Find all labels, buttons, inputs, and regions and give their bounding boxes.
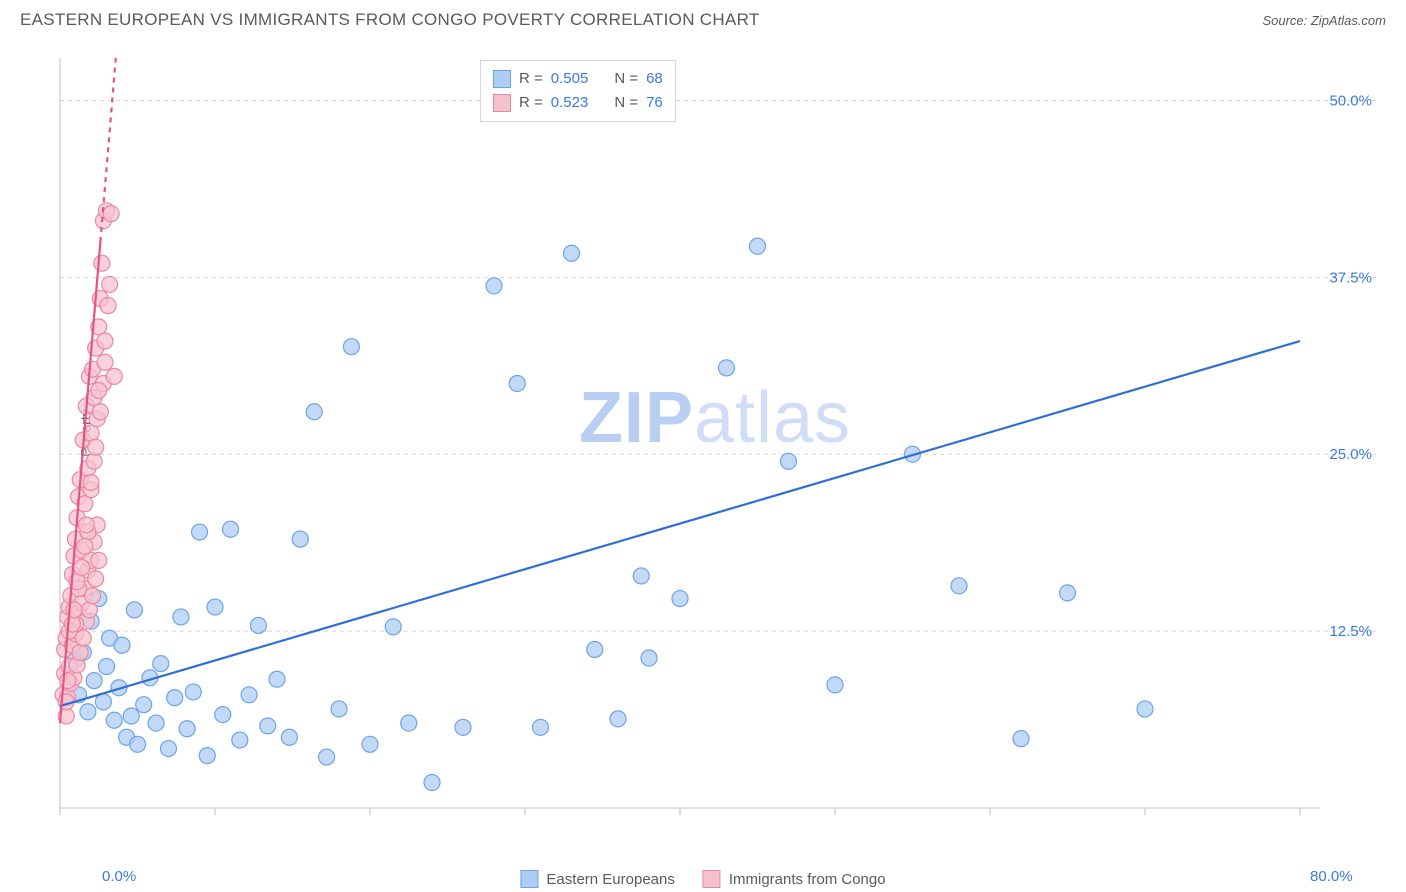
- legend-label: Eastern Europeans: [546, 871, 674, 888]
- n-label: N =: [614, 67, 638, 91]
- legend-item: Immigrants from Congo: [703, 870, 886, 888]
- legend-item: Eastern Europeans: [520, 870, 674, 888]
- n-value: 76: [646, 91, 663, 115]
- stats-row: R = 0.523 N = 76: [493, 91, 663, 115]
- n-value: 68: [646, 67, 663, 91]
- svg-text:25.0%: 25.0%: [1329, 446, 1372, 463]
- chart-header: EASTERN EUROPEAN VS IMMIGRANTS FROM CONG…: [0, 0, 1406, 38]
- chart-title: EASTERN EUROPEAN VS IMMIGRANTS FROM CONG…: [20, 10, 760, 30]
- stats-row: R = 0.505 N = 68: [493, 67, 663, 91]
- r-value: 0.523: [551, 91, 589, 115]
- scatter-plot: 12.5% 25.0% 37.5% 50.0%: [50, 48, 1380, 818]
- source-prefix: Source:: [1262, 13, 1310, 28]
- r-label: R =: [519, 67, 543, 91]
- series-swatch: [520, 870, 538, 888]
- r-value: 0.505: [551, 67, 589, 91]
- r-label: R =: [519, 91, 543, 115]
- svg-text:50.0%: 50.0%: [1329, 92, 1372, 109]
- svg-text:12.5%: 12.5%: [1329, 623, 1372, 640]
- n-label: N =: [614, 91, 638, 115]
- chart-area: Poverty ZIPatlas 12.5%25.0%37.5%50.0% R …: [50, 48, 1380, 818]
- x-axis-min-label: 0.0%: [102, 868, 136, 885]
- series-swatch: [493, 70, 511, 88]
- svg-text:37.5%: 37.5%: [1329, 269, 1372, 286]
- x-axis-max-label: 80.0%: [1310, 868, 1353, 885]
- legend-label: Immigrants from Congo: [729, 871, 886, 888]
- bottom-legend: Eastern Europeans Immigrants from Congo: [520, 870, 885, 888]
- series-swatch: [493, 94, 511, 112]
- series-swatch: [703, 870, 721, 888]
- stats-legend-box: R = 0.505 N = 68 R = 0.523 N = 76: [480, 60, 676, 122]
- source-name: ZipAtlas.com: [1311, 13, 1386, 28]
- chart-source: Source: ZipAtlas.com: [1262, 13, 1386, 28]
